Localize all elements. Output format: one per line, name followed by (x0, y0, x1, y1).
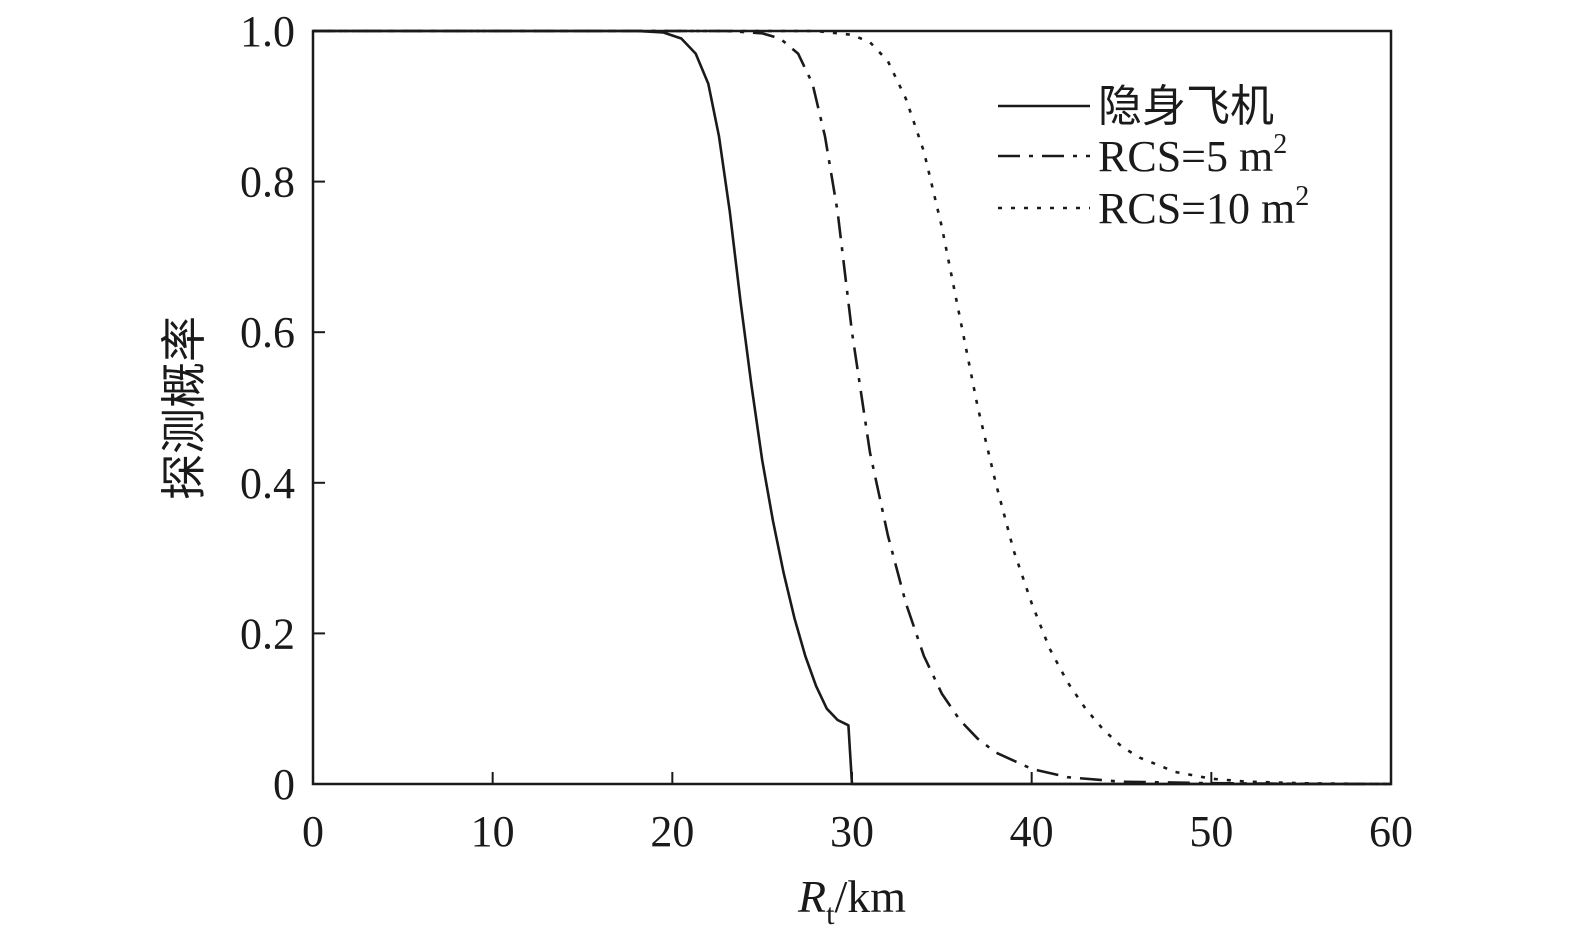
x-tick-label: 50 (1189, 807, 1233, 856)
legend-label-stealth: 隐身飞机 (1098, 82, 1274, 131)
axis-ticks (313, 180, 1213, 784)
legend: 隐身飞机 RCS=5 m2 RCS=10 m2 (998, 82, 1309, 233)
y-tick-label: 0.4 (240, 459, 295, 508)
x-tick-label: 30 (830, 807, 874, 856)
legend-label-rcs-5: RCS=5 m2 (1098, 129, 1287, 181)
series-line-2 (313, 29, 1392, 786)
x-axis-title: Rt/km (797, 871, 906, 931)
y-axis-title: 探测概率 (159, 316, 210, 500)
legend-label-rcs-10: RCS=10 m2 (1098, 181, 1309, 233)
series-layer (313, 29, 1392, 786)
x-tick-label: 20 (650, 807, 694, 856)
x-tick-label: 10 (471, 807, 515, 856)
y-tick-label: 0.2 (240, 609, 295, 658)
y-tick-label: 0 (273, 760, 295, 809)
y-tick-label: 0.6 (240, 308, 295, 357)
x-tick-label: 60 (1369, 807, 1413, 856)
y-tick-label: 0.8 (240, 158, 295, 207)
series-line-1 (313, 29, 1392, 786)
tick-labels: 0 10 20 30 40 50 60 0 0.2 0.4 0.6 0.8 1.0 (240, 7, 1413, 856)
x-tick-label: 0 (302, 807, 324, 856)
x-tick-label: 40 (1010, 807, 1054, 856)
y-tick-label: 1.0 (240, 7, 295, 56)
series-line-0 (313, 29, 1391, 786)
